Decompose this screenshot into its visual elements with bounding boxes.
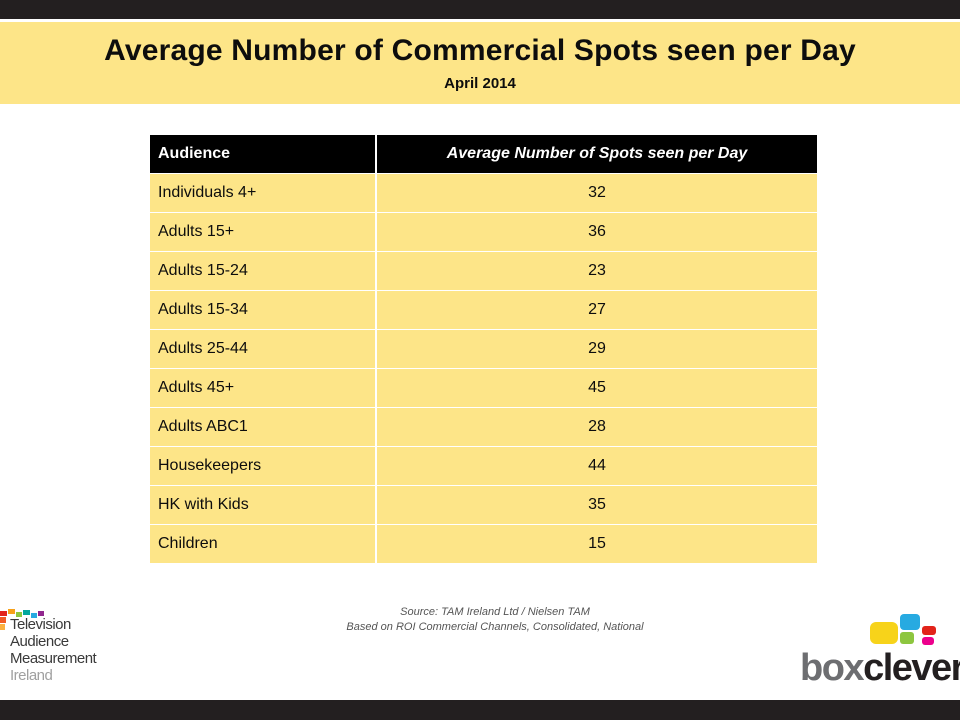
spots-value-cell: 45 (376, 368, 817, 408)
spots-value-cell: 29 (376, 329, 817, 369)
table-row: Children 15 (150, 524, 817, 563)
audience-cell: Individuals 4+ (150, 173, 377, 213)
spots-value-cell: 36 (376, 212, 817, 252)
column-header-spots: Average Number of Spots seen per Day (376, 135, 817, 174)
table-row: Housekeepers 44 (150, 446, 817, 486)
boxclever-clever-text: clever (863, 647, 960, 689)
table-row: Adults 15+ 36 (150, 212, 817, 252)
boxclever-logo-graphic (870, 614, 936, 645)
source-note: Source: TAM Ireland Ltd / Nielsen TAM Ba… (260, 605, 730, 635)
source-line: Source: TAM Ireland Ltd / Nielsen TAM (400, 606, 590, 618)
spots-value-cell: 27 (376, 290, 817, 330)
audience-cell: HK with Kids (150, 485, 377, 525)
spots-value-cell: 32 (376, 173, 817, 213)
boxclever-box-text: box (800, 647, 865, 689)
tam-line-measurement: Measurement (10, 650, 97, 667)
page-subtitle: April 2014 (444, 75, 516, 92)
spots-table: Audience Average Number of Spots seen pe… (150, 135, 817, 563)
audience-cell: Adults 45+ (150, 368, 377, 408)
audience-cell: Children (150, 524, 377, 563)
spots-value-cell: 15 (376, 524, 817, 563)
boxclever-logo: boxclever (800, 648, 960, 688)
spots-value-cell: 35 (376, 485, 817, 525)
page-title: Average Number of Commercial Spots seen … (104, 34, 856, 67)
table-row: Adults 45+ 45 (150, 368, 817, 408)
audience-cell: Housekeepers (150, 446, 377, 486)
column-header-audience: Audience (150, 135, 377, 174)
tam-line-audience: Audience (10, 633, 69, 650)
spots-value-cell: 28 (376, 407, 817, 447)
table-row: Adults ABC1 28 (150, 407, 817, 447)
table-row: Adults 15-24 23 (150, 251, 817, 291)
tam-ireland-logo-graphic (0, 609, 44, 630)
spots-value-cell: 23 (376, 251, 817, 291)
table-header-row: Audience Average Number of Spots seen pe… (150, 135, 817, 174)
basis-line: Based on ROI Commercial Channels, Consol… (346, 621, 644, 633)
audience-cell: Adults 15-34 (150, 290, 377, 330)
tam-line-television: Television (10, 616, 71, 633)
tam-ireland-logo: Television Audience Measurement Ireland (10, 616, 97, 684)
spots-value-cell: 44 (376, 446, 817, 486)
audience-cell: Adults 15-24 (150, 251, 377, 291)
audience-cell: Adults ABC1 (150, 407, 377, 447)
top-bar (0, 0, 960, 19)
audience-cell: Adults 15+ (150, 212, 377, 252)
bottom-bar (0, 700, 960, 720)
title-band: Average Number of Commercial Spots seen … (0, 22, 960, 104)
table-row: Individuals 4+ 32 (150, 173, 817, 213)
audience-cell: Adults 25-44 (150, 329, 377, 369)
tam-line-ireland: Ireland (10, 667, 53, 684)
table-row: Adults 15-34 27 (150, 290, 817, 330)
table-row: Adults 25-44 29 (150, 329, 817, 369)
table-row: HK with Kids 35 (150, 485, 817, 525)
